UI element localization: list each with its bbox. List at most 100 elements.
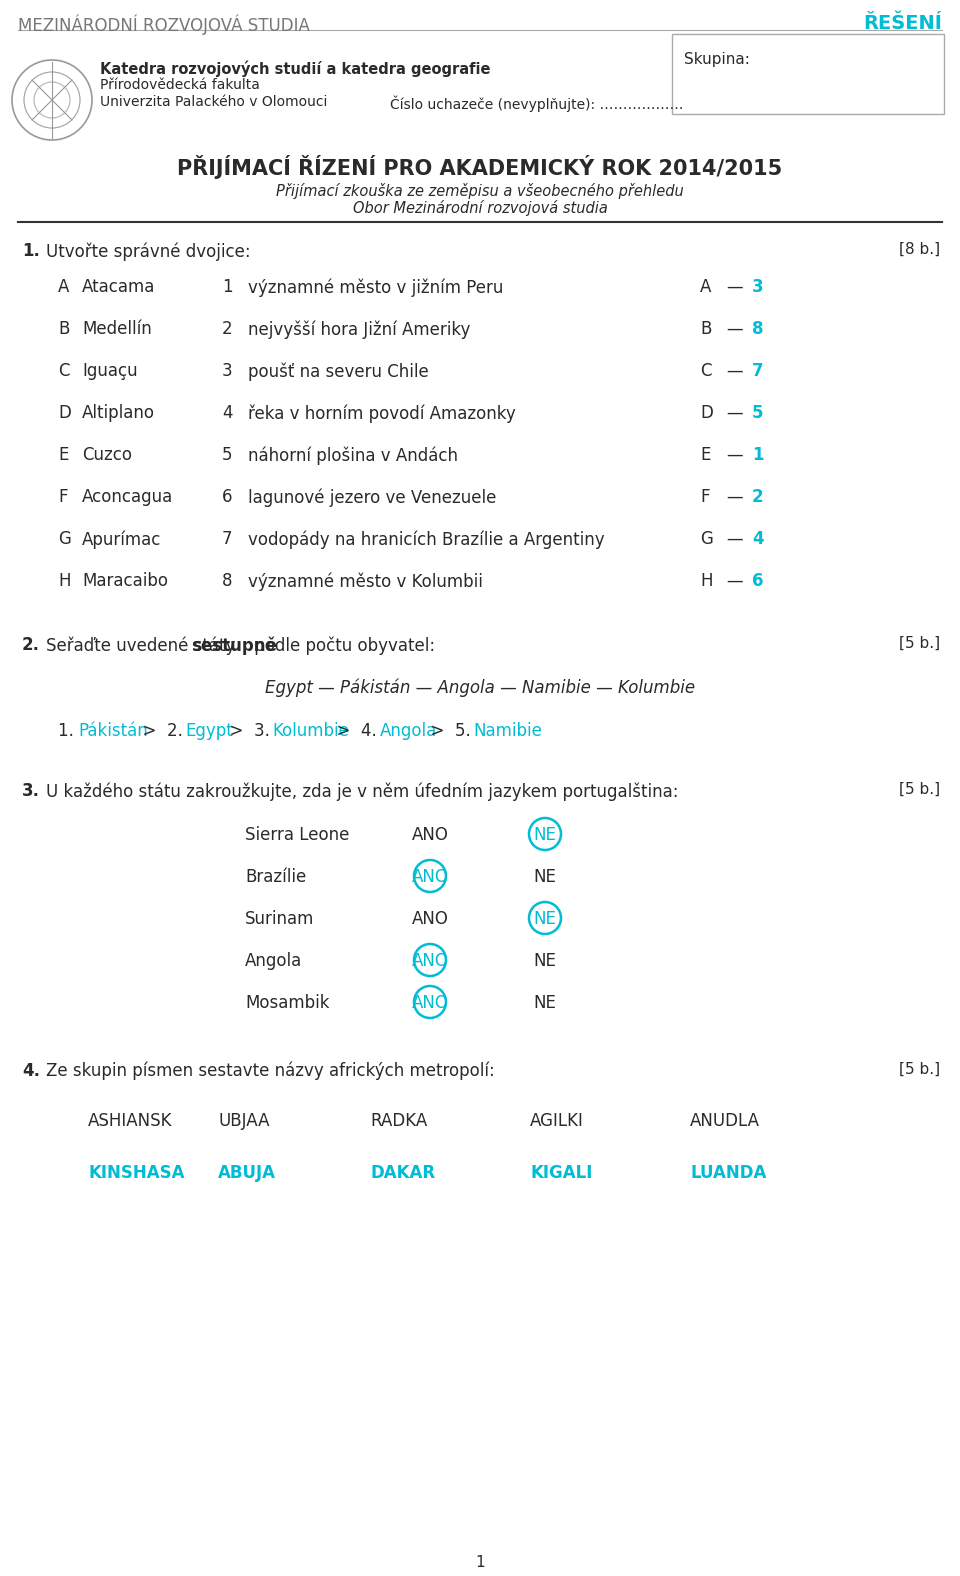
Text: A: A [700, 277, 711, 296]
Text: Přírodovědecká fakulta: Přírodovědecká fakulta [100, 77, 260, 91]
Text: 5: 5 [222, 446, 232, 463]
Text: AGILKI: AGILKI [530, 1113, 584, 1130]
Text: Cuzco: Cuzco [82, 446, 132, 463]
Text: 1: 1 [752, 446, 763, 463]
Text: ANO: ANO [412, 868, 448, 886]
Text: významné město v Kolumbii: významné město v Kolumbii [248, 572, 483, 591]
Text: Ze skupin písmen sestavte názvy afrických metropolí:: Ze skupin písmen sestavte názvy africkýc… [46, 1062, 494, 1081]
Text: F: F [58, 489, 67, 506]
Text: 3: 3 [222, 362, 232, 380]
Text: ANO: ANO [412, 952, 448, 969]
Text: ŘEŠENÍ: ŘEŠENÍ [863, 14, 942, 33]
Text: G: G [58, 530, 71, 548]
Text: Číslo uchazeče (nevyplňujte): ………………: Číslo uchazeče (nevyplňujte): ……………… [390, 95, 684, 112]
Text: Surinam: Surinam [245, 909, 314, 928]
Text: >  5.: > 5. [420, 722, 476, 741]
Text: D: D [58, 403, 71, 422]
Text: 6: 6 [752, 572, 763, 589]
Text: —: — [726, 572, 743, 589]
Text: Katedra rozvojových studií a katedra geografie: Katedra rozvojových studií a katedra geo… [100, 60, 491, 77]
Text: [5 b.]: [5 b.] [899, 782, 940, 797]
Text: 7: 7 [222, 530, 232, 548]
Text: >  3.: > 3. [219, 722, 275, 741]
Text: vodopády na hranicích Brazílie a Argentiny: vodopády na hranicích Brazílie a Argenti… [248, 530, 605, 548]
Text: ANO: ANO [412, 909, 448, 928]
Text: [8 b.]: [8 b.] [899, 243, 940, 257]
Text: —: — [726, 362, 743, 380]
Text: 4: 4 [222, 403, 232, 422]
Text: 8: 8 [222, 572, 232, 589]
Text: Iguaçu: Iguaçu [82, 362, 137, 380]
Text: nejvyšší hora Jižní Ameriky: nejvyšší hora Jižní Ameriky [248, 320, 470, 339]
Text: H: H [700, 572, 712, 589]
Text: LUANDA: LUANDA [690, 1165, 766, 1182]
Text: U každého státu zakroužkujte, zda je v něm úfedním jazykem portugalština:: U každého státu zakroužkujte, zda je v n… [46, 782, 679, 801]
Text: [5 b.]: [5 b.] [899, 637, 940, 651]
Text: sestupně: sestupně [191, 637, 277, 654]
Text: E: E [58, 446, 68, 463]
Text: G: G [700, 530, 713, 548]
Text: 3.: 3. [22, 782, 40, 801]
Text: Angola: Angola [245, 952, 302, 969]
Text: KINSHASA: KINSHASA [88, 1165, 184, 1182]
Text: —: — [726, 530, 743, 548]
Text: Obor ​Mezinárodní rozvojová studia​: Obor ​Mezinárodní rozvojová studia​ [352, 200, 608, 216]
Text: UBJAA: UBJAA [218, 1113, 270, 1130]
Text: 1.: 1. [58, 722, 79, 741]
Text: 1.: 1. [22, 243, 40, 260]
Text: KIGALI: KIGALI [530, 1165, 592, 1182]
Text: ANO: ANO [412, 994, 448, 1012]
Text: náhorní plošina v Andách: náhorní plošina v Andách [248, 446, 458, 465]
Text: Altiplano: Altiplano [82, 403, 155, 422]
Text: 5: 5 [752, 403, 763, 422]
Text: ASHIANSK: ASHIANSK [88, 1113, 173, 1130]
Text: NE: NE [534, 952, 557, 969]
Text: NE: NE [534, 909, 557, 928]
Text: 1: 1 [475, 1556, 485, 1570]
Text: Egypt: Egypt [185, 722, 233, 741]
Text: Skupina:: Skupina: [684, 52, 750, 68]
Text: řeka v horním povodí Amazonky: řeka v horním povodí Amazonky [248, 403, 516, 422]
Text: —: — [726, 320, 743, 337]
Text: —: — [726, 489, 743, 506]
Text: —: — [726, 446, 743, 463]
Text: Brazílie: Brazílie [245, 868, 306, 886]
Text: PŘIJÍMACÍ ŘÍZENÍ PRO AKADEMICKÝ ROK 2014/2015: PŘIJÍMACÍ ŘÍZENÍ PRO AKADEMICKÝ ROK 2014… [178, 154, 782, 180]
Text: Angola: Angola [379, 722, 437, 741]
Text: —: — [726, 277, 743, 296]
Text: MEZINÁRODNÍ ROZVOJOVÁ STUDIA: MEZINÁRODNÍ ROZVOJOVÁ STUDIA [18, 14, 310, 35]
Text: Sierra Leone: Sierra Leone [245, 826, 349, 845]
Text: 7: 7 [752, 362, 763, 380]
Text: B: B [58, 320, 69, 337]
Text: E: E [700, 446, 710, 463]
Text: Atacama: Atacama [82, 277, 156, 296]
Text: lagunové jezero ve Venezuele: lagunové jezero ve Venezuele [248, 489, 496, 506]
Text: poušť na severu Chile: poušť na severu Chile [248, 362, 429, 380]
Text: 3: 3 [752, 277, 763, 296]
Text: D: D [700, 403, 713, 422]
Text: NE: NE [534, 868, 557, 886]
Text: >  2.: > 2. [132, 722, 188, 741]
Text: Utvořte správné dvojice:: Utvořte správné dvojice: [46, 243, 251, 260]
Text: 8: 8 [752, 320, 763, 337]
Text: Pákistán: Pákistán [78, 722, 148, 741]
Text: 4.: 4. [22, 1062, 40, 1080]
Text: významné město v jižním Peru: významné město v jižním Peru [248, 277, 503, 296]
Text: H: H [58, 572, 70, 589]
Text: Seřaďte uvedené státy: Seřaďte uvedené státy [46, 637, 241, 654]
Text: Medellín: Medellín [82, 320, 152, 337]
Text: —: — [726, 403, 743, 422]
Text: >  4.: > 4. [326, 722, 382, 741]
Text: A: A [58, 277, 69, 296]
Text: 4: 4 [752, 530, 763, 548]
Text: ABUJA: ABUJA [218, 1165, 276, 1182]
Text: NE: NE [534, 826, 557, 845]
Text: Aconcagua: Aconcagua [82, 489, 173, 506]
Text: Přijímací zkouška ze ​zeměpisu​ a všeobecného přehledu: Přijímací zkouška ze ​zeměpisu​ a všeobe… [276, 183, 684, 199]
Text: C: C [700, 362, 711, 380]
Text: RADKA: RADKA [370, 1113, 427, 1130]
Text: C: C [58, 362, 69, 380]
Text: Univerzita Palackého v Olomouci: Univerzita Palackého v Olomouci [100, 95, 327, 109]
Text: NE: NE [534, 994, 557, 1012]
Text: 2: 2 [752, 489, 763, 506]
